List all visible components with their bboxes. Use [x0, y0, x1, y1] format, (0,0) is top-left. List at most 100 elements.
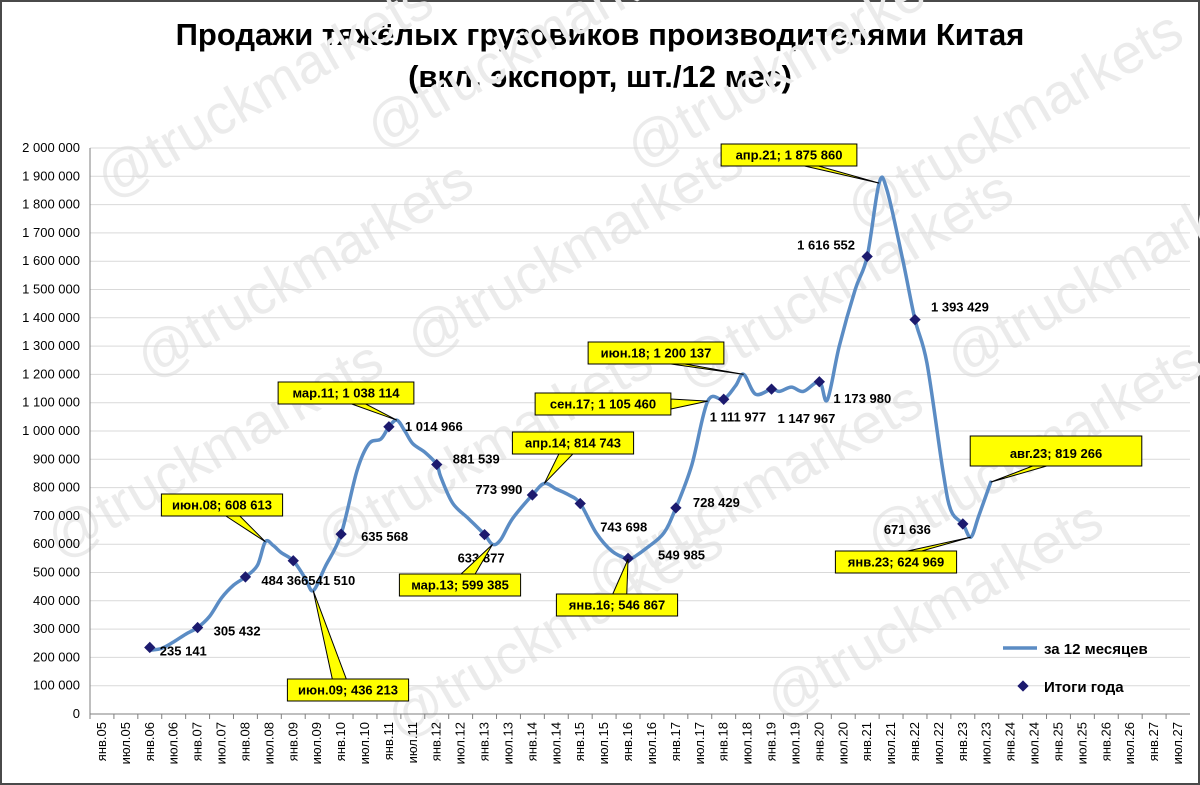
- x-tick-label: июл.27: [1170, 722, 1185, 764]
- data-label: 728 429: [693, 495, 740, 510]
- x-tick-label: янв.22: [907, 722, 922, 761]
- callout-box: [534, 392, 672, 416]
- annual-marker: [478, 528, 491, 541]
- callout-pointer: [351, 403, 398, 421]
- grid-lines: [90, 147, 1190, 715]
- data-label: 484 366: [261, 573, 308, 588]
- annual-marker: [383, 421, 395, 433]
- callout-label: июн.18; 1 200 137: [601, 346, 712, 361]
- callout-box: [969, 435, 1143, 467]
- data-label: 1 147 967: [778, 411, 836, 426]
- y-tick-label: 400 000: [33, 593, 80, 608]
- x-tick-label: июл.26: [1122, 722, 1137, 764]
- annual-marker: [813, 376, 826, 388]
- annual-marker: [718, 393, 730, 405]
- x-tick-label: янв.14: [524, 722, 539, 761]
- callout-pointer: [312, 590, 348, 680]
- data-label: 671 636: [884, 522, 931, 537]
- legend-label-12-months: за 12 месяцев: [1044, 641, 1148, 658]
- axes: 0 100 000 200 000 300 000 400 000 500 000 600 …: [22, 140, 1185, 764]
- data-label: 1 173 980: [833, 391, 891, 406]
- x-tick-label: янв.07: [190, 722, 205, 761]
- annual-marker: [526, 489, 539, 501]
- y-tick-label: 500 000: [33, 565, 80, 580]
- x-tick-label: янв.19: [764, 722, 779, 761]
- x-tick-label: янв.15: [572, 722, 587, 761]
- y-tick-label: 900 000: [33, 451, 80, 466]
- y-tick-label: 1 800 000: [22, 197, 80, 212]
- callout-pointer: [224, 515, 266, 543]
- annual-marker: [287, 555, 299, 567]
- callout-box: [286, 678, 410, 702]
- x-tick-label: июл.12: [453, 722, 468, 764]
- y-tick-label: 700 000: [33, 508, 80, 523]
- x-tick-label: янв.24: [1003, 722, 1018, 761]
- x-tick-label: янв.05: [94, 722, 109, 761]
- callout-pointer: [670, 398, 708, 410]
- x-tick-label: июл.21: [883, 722, 898, 764]
- x-tick-label: янв.10: [333, 722, 348, 761]
- y-tick-label: 1 000 000: [22, 423, 80, 438]
- annual-marker: [909, 314, 921, 326]
- data-label: 541 510: [308, 573, 355, 588]
- annual-marker: [861, 250, 873, 263]
- y-tick-label: 100 000: [33, 678, 80, 693]
- callout-box: [398, 573, 522, 597]
- x-tick-label: июл.25: [1074, 722, 1089, 764]
- y-tick-label: 1 400 000: [22, 310, 80, 325]
- callout-box: [555, 593, 679, 617]
- data-label: 549 985: [658, 547, 705, 562]
- callout-box: [160, 493, 284, 517]
- chart-title-line2: (вкл. экспорт, шт./12 мес): [408, 59, 792, 94]
- data-label: 773 990: [475, 482, 522, 497]
- annual-marker: [957, 518, 969, 530]
- x-tick-label: янв.08: [237, 722, 252, 761]
- y-tick-label: 1 900 000: [22, 168, 80, 183]
- x-tick-label: июл.11: [405, 722, 420, 763]
- data-label: 1 014 966: [405, 419, 463, 434]
- x-tick-label: янв.16: [620, 722, 635, 761]
- x-tick-label: июл.20: [835, 722, 850, 764]
- y-tick-label: 200 000: [33, 649, 80, 664]
- data-label: 235 141: [160, 643, 207, 658]
- legend: за 12 месяцев Итоги года: [1003, 641, 1148, 696]
- callout-box: [587, 341, 725, 365]
- x-tick-label: янв.12: [429, 722, 444, 761]
- x-tick-label: янв.09: [285, 722, 300, 761]
- annual-marker: [574, 497, 586, 510]
- y-tick-label: 1 700 000: [22, 225, 80, 240]
- y-tick-label: 1 300 000: [22, 338, 80, 353]
- data-label: 635 568: [361, 529, 408, 544]
- callout-label: мар.13; 599 385: [411, 578, 509, 593]
- x-tick-label: янв.20: [811, 722, 826, 761]
- callout-label: апр.14; 814 743: [525, 436, 621, 451]
- callout-label: янв.16; 546 867: [569, 598, 665, 613]
- x-tick-label: янв.11: [381, 722, 396, 760]
- annual-marker: [191, 621, 204, 634]
- callout-box: [277, 381, 415, 405]
- callout-label: янв.23; 624 969: [848, 555, 944, 570]
- legend-marker-swatch: [1017, 680, 1029, 692]
- x-tick-label: июл.17: [692, 722, 707, 764]
- data-label: 305 432: [214, 624, 261, 639]
- y-tick-label: 1 100 000: [22, 395, 80, 410]
- x-tick-label: июл.08: [261, 722, 276, 764]
- chart-title-line1: Продажи тяжёлых грузовиков производителя…: [175, 17, 1025, 52]
- callout-label: июн.09; 436 213: [298, 683, 398, 698]
- x-tick-label: июл.22: [931, 722, 946, 764]
- x-tick-label: июл.15: [596, 722, 611, 764]
- annual-marker: [622, 552, 634, 565]
- y-tick-label: 600 000: [33, 536, 80, 551]
- data-label: 743 698: [600, 520, 647, 535]
- legend-label-annual: Итоги года: [1044, 679, 1124, 696]
- annual-marker: [144, 641, 156, 654]
- series-line-12-months: [148, 175, 993, 653]
- y-tick-label: 1 600 000: [22, 253, 80, 268]
- x-tick-label: июл.09: [309, 722, 324, 764]
- data-label: 1 111 977: [710, 409, 766, 424]
- x-tick-label: июл.18: [740, 722, 755, 764]
- x-tick-label: июл.07: [214, 722, 229, 764]
- chart-title: Продажи тяжёлых грузовиков производителя…: [0, 14, 1200, 98]
- callout-label: мар.11; 1 038 114: [292, 386, 400, 401]
- data-label: 1 616 552: [797, 238, 855, 253]
